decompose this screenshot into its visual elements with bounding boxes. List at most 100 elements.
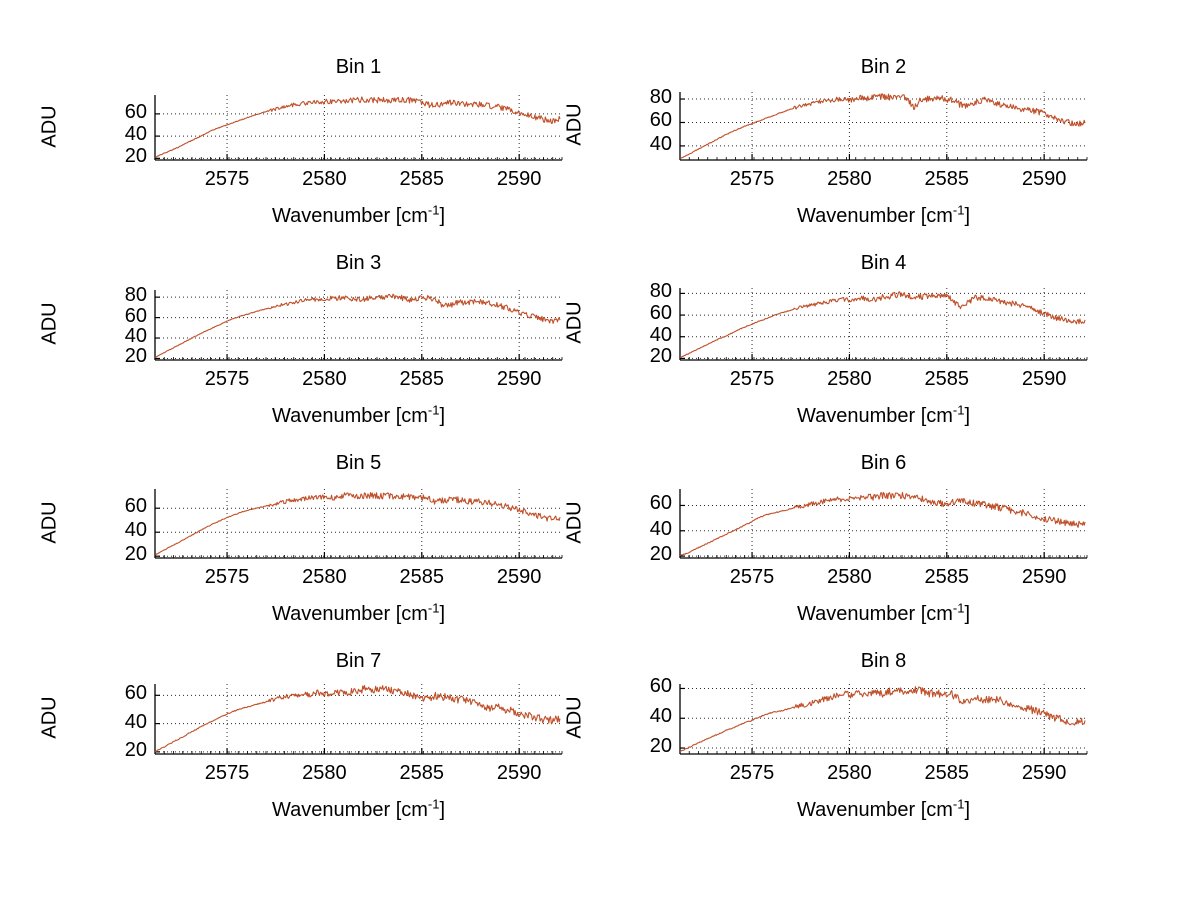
x-tick-label: 2575	[204, 762, 250, 784]
spectrum-line	[679, 93, 1086, 160]
x-tick-label: 2575	[729, 762, 775, 784]
y-tick-label: 40	[649, 132, 672, 155]
x-axis-label-exponent: -1	[427, 796, 440, 812]
plot-area-bin-7	[154, 684, 563, 755]
x-tick-label: 2575	[729, 168, 775, 190]
plot-panel-bin-5: Bin 5 ADU 20 40 60 2575 2580 2585 2590 Wavenumber…	[30, 0, 570, 901]
x-axis-label-exponent: -1	[427, 600, 440, 616]
plot-panel-bin-3: Bin 3 ADU 20 40 60 80 2575 2580 2585 2590 Wavenumb…	[30, 0, 570, 901]
plot-area-bin-1	[154, 95, 563, 161]
panel-title: Bin 7	[335, 650, 382, 672]
y-tick-label: 40	[124, 123, 147, 146]
y-tick-label: 60	[124, 304, 147, 327]
plot-area-bin-8	[679, 684, 1088, 755]
spectrum-line	[679, 291, 1086, 358]
x-tick-label: 2585	[924, 566, 970, 588]
x-tick-label: 2585	[399, 168, 445, 190]
x-tick-label: 2580	[302, 566, 347, 588]
y-tick-label: 60	[124, 495, 147, 518]
y-tick-label: 60	[649, 302, 672, 325]
panel-title: Bin 4	[860, 252, 907, 274]
plot-panel-bin-6: Bin 6 ADU 20 40 60 2575 2580 2585 2590 Wavenumber…	[555, 0, 1115, 901]
x-axis-label: Wavenumber [cm-1]	[35, 600, 682, 626]
x-axis-label-bracket: ]	[964, 603, 971, 625]
panel-title: Bin 8	[860, 650, 907, 672]
x-tick-label: 2590	[496, 368, 542, 390]
y-tick-label: 20	[124, 145, 147, 168]
spectrum-line	[679, 491, 1086, 556]
plot-area-bin-2	[679, 92, 1088, 161]
x-axis-label-main: Wavenumber [cm	[796, 603, 953, 625]
x-tick-label: 2575	[204, 368, 250, 390]
panel-title: Bin 6	[860, 452, 907, 474]
x-axis-label-exponent: -1	[427, 202, 440, 218]
x-tick-label: 2590	[1021, 566, 1067, 588]
y-tick-label: 80	[649, 280, 672, 303]
x-axis-label-main: Wavenumber [cm	[271, 603, 428, 625]
x-tick-label: 2585	[924, 368, 970, 390]
x-axis-label-main: Wavenumber [cm	[271, 205, 428, 227]
plot-area-bin-4	[679, 288, 1088, 361]
x-tick-label: 2585	[924, 762, 970, 784]
x-tick-label: 2580	[302, 168, 347, 190]
y-tick-label: 80	[124, 284, 147, 307]
y-tick-label: 20	[649, 345, 672, 368]
panel-title: Bin 5	[335, 452, 382, 474]
x-tick-label: 2585	[399, 368, 445, 390]
x-axis-label-bracket: ]	[439, 799, 446, 821]
x-axis-label-bracket: ]	[964, 799, 971, 821]
x-tick-label: 2585	[399, 566, 445, 588]
y-tick-label: 40	[124, 519, 147, 542]
plot-panel-bin-8: Bin 8 ADU 20 40 60 2575 2580 2585 2590 Wavenumber…	[555, 0, 1115, 901]
x-tick-label: 2590	[496, 566, 542, 588]
spectrum-line	[154, 96, 561, 158]
spectrum-line	[154, 293, 561, 359]
x-tick-label: 2580	[827, 566, 872, 588]
x-tick-label: 2590	[496, 168, 542, 190]
x-tick-label: 2590	[1021, 368, 1067, 390]
x-axis-label-exponent: -1	[952, 600, 965, 616]
x-axis-label: Wavenumber [cm-1]	[560, 403, 1200, 428]
x-tick-label: 2590	[496, 762, 542, 784]
x-tick-label: 2580	[827, 762, 872, 784]
x-tick-label: 2575	[729, 368, 775, 390]
x-tick-label: 2575	[204, 168, 250, 190]
y-tick-label: 20	[649, 543, 672, 566]
panel-title: Bin 1	[335, 56, 382, 78]
x-tick-label: 2575	[204, 566, 250, 588]
x-tick-label: 2580	[302, 762, 347, 784]
y-tick-label: 40	[649, 705, 672, 728]
plot-panel-bin-1: Bin 1 ADU 20 40 60 2575 2580 2585 2590 Wavenumber…	[30, 0, 570, 901]
x-axis-label-main: Wavenumber [cm	[796, 405, 953, 427]
plot-area-bin-6	[679, 489, 1088, 559]
plot-area-bin-3	[154, 290, 563, 361]
x-tick-label: 2590	[1021, 168, 1067, 190]
y-tick-label: 20	[649, 735, 672, 758]
x-axis-label-main: Wavenumber [cm	[796, 799, 953, 821]
y-tick-label: 20	[124, 738, 147, 761]
y-tick-label: 20	[124, 345, 147, 368]
y-tick-label: 60	[649, 492, 672, 515]
x-axis-label-main: Wavenumber [cm	[271, 799, 428, 821]
y-tick-label: 40	[649, 323, 672, 346]
x-axis-label: Wavenumber [cm-1]	[35, 403, 682, 428]
x-axis-label-bracket: ]	[439, 603, 446, 625]
y-tick-label: 80	[649, 86, 672, 109]
y-tick-label: 40	[124, 710, 147, 733]
panel-title: Bin 2	[860, 56, 907, 78]
y-axis-label: ADU	[38, 696, 61, 739]
x-tick-label: 2585	[399, 762, 445, 784]
x-axis-label: Wavenumber [cm-1]	[35, 202, 682, 228]
x-axis-label-exponent: -1	[952, 202, 965, 218]
x-axis-label: Wavenumber [cm-1]	[560, 797, 1200, 822]
x-tick-label: 2590	[1021, 762, 1067, 784]
plot-panel-bin-2: Bin 2 ADU 40 60 80 2575 2580 2585 2590 Wavenumber…	[555, 0, 1115, 901]
y-tick-label: 20	[124, 543, 147, 566]
x-tick-label: 2575	[729, 566, 775, 588]
y-tick-label: 40	[649, 517, 672, 540]
x-axis-label: Wavenumber [cm-1]	[35, 796, 682, 822]
spectrum-line	[154, 492, 561, 556]
y-tick-label: 60	[649, 109, 672, 132]
spectrum-line	[679, 686, 1086, 753]
